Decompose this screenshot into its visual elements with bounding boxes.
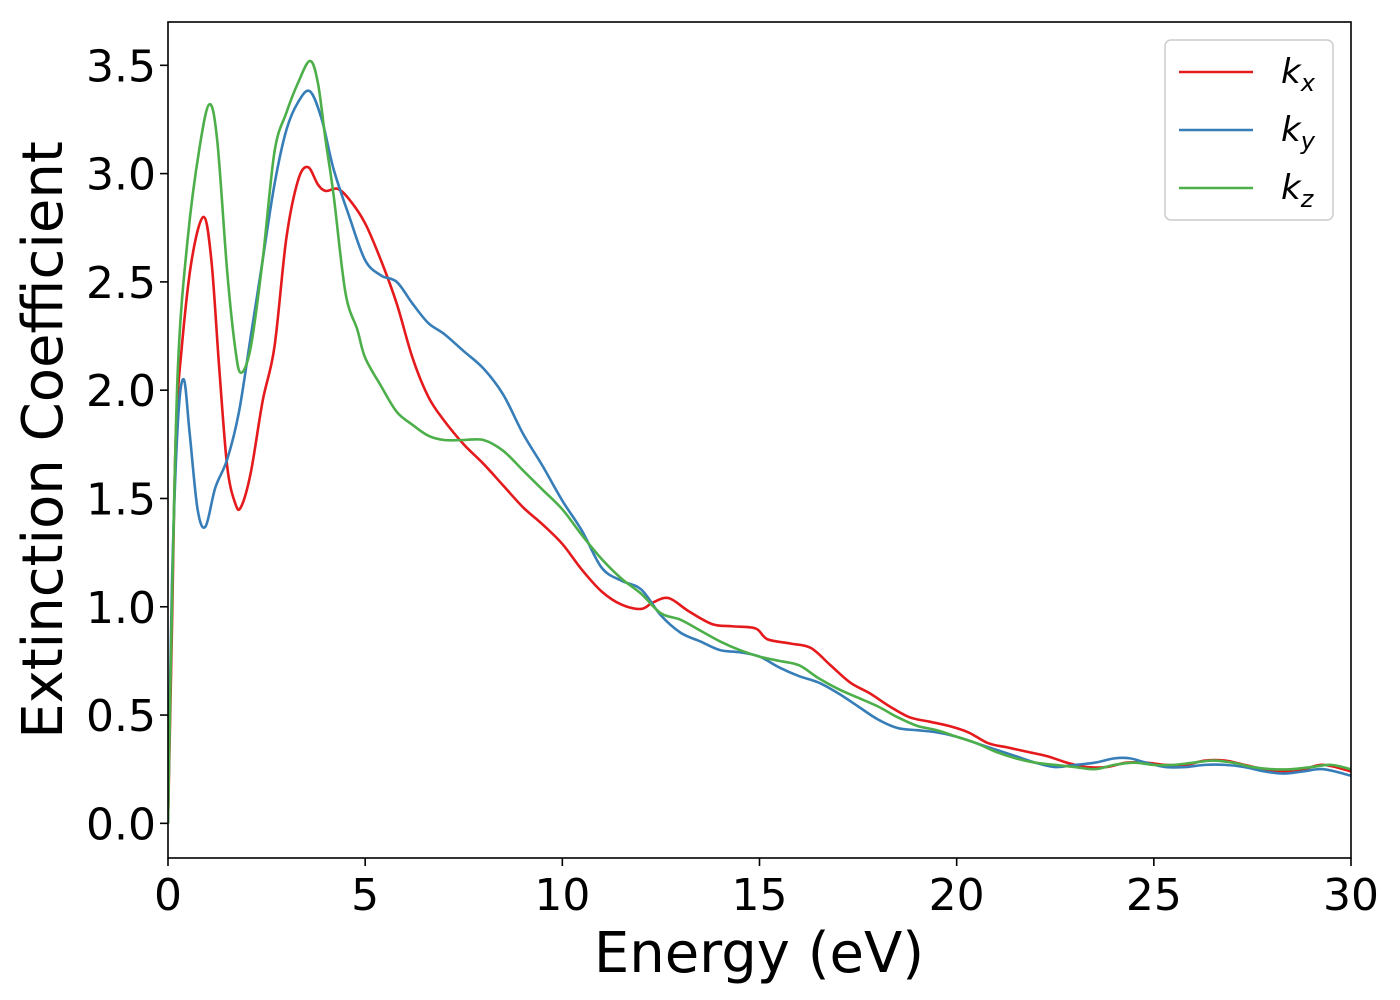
x-axis: 0 5 10 15 20 25 30 — [154, 858, 1379, 921]
x-tick-label: 25 — [1126, 870, 1182, 921]
x-tick-label: 15 — [732, 870, 788, 921]
y-tick-label: 3.5 — [86, 41, 156, 92]
x-axis-title: Energy (eV) — [594, 921, 924, 986]
y-tick-label: 2.0 — [86, 366, 156, 417]
y-tick-label: 3.0 — [86, 150, 156, 201]
y-tick-label: 0.0 — [86, 799, 156, 850]
legend-label-ky: ky — [1281, 110, 1316, 155]
x-tick-label: 20 — [929, 870, 985, 921]
series-line-kz — [168, 59, 1351, 824]
series-line-ky — [168, 89, 1351, 824]
x-tick-label: 10 — [534, 870, 590, 921]
y-axis: 0.0 0.5 1.0 1.5 2.0 2.5 3.0 3.5 — [86, 41, 168, 850]
x-tick-label: 5 — [351, 870, 379, 921]
legend: kx ky kz — [1164, 39, 1334, 221]
legend-label-kx: kx — [1281, 52, 1316, 97]
y-tick-label: 1.0 — [86, 583, 156, 634]
series-line-kx — [168, 165, 1351, 824]
legend-label-kz: kz — [1281, 168, 1315, 213]
x-tick-label: 30 — [1323, 870, 1379, 921]
y-axis-title: Extinction Coefficient — [11, 141, 76, 739]
x-tick-label: 0 — [154, 870, 182, 921]
y-tick-label: 2.5 — [86, 258, 156, 309]
y-tick-label: 1.5 — [86, 474, 156, 525]
series-layer — [168, 59, 1351, 824]
y-tick-label: 0.5 — [86, 691, 156, 742]
